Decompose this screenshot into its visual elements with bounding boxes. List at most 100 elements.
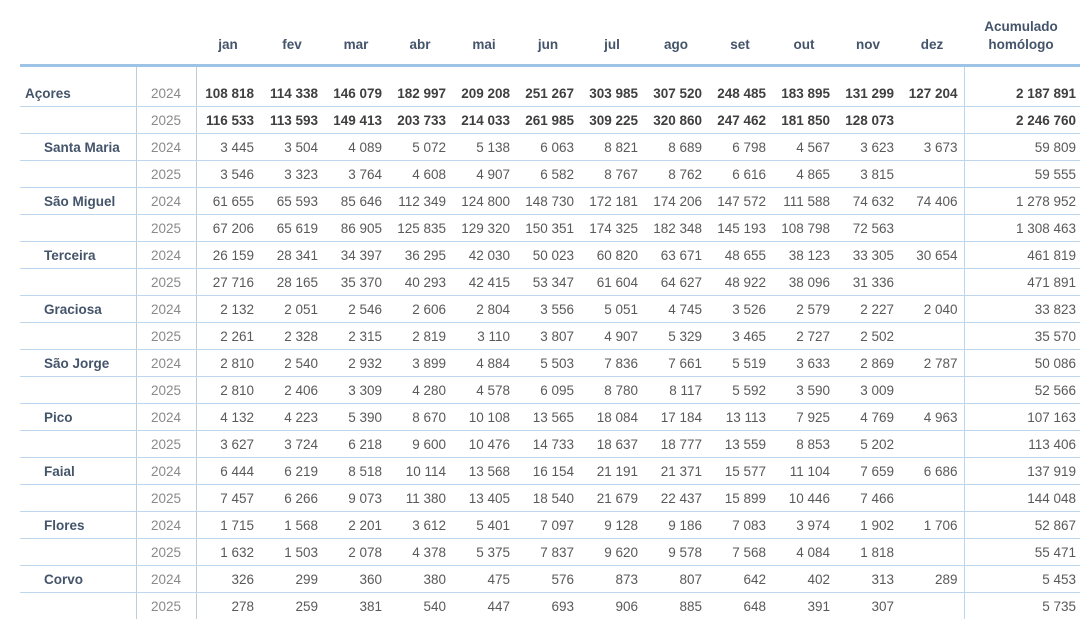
month-value-cell-fev: 65 593	[260, 187, 324, 216]
region-name-cell: São Miguel	[20, 187, 137, 216]
month-value-cell-set: 648	[743, 598, 766, 614]
month-value-cell-nov: 7 659	[836, 457, 900, 486]
year-cell: 2024	[136, 403, 197, 432]
month-value-cell-jan: 2 132	[196, 295, 260, 324]
table-header-row: jan fev mar abr mai jun jul ago set out nov dez Acum…	[20, 4, 1080, 68]
year-cell: 2024	[136, 511, 197, 540]
month-value-cell-mai: 13 405	[452, 484, 516, 513]
month-value-cell-ago: 64 627	[644, 268, 708, 297]
month-value-cell-abr: 2 606	[388, 295, 452, 324]
month-value-cell-jul: 61 604	[580, 268, 644, 297]
month-value-cell-jul: 60 820	[580, 241, 644, 270]
month-value-cell-set: 6 798	[708, 133, 772, 162]
month-value-cell-jun: 261 985	[516, 106, 580, 135]
region-name-cell	[20, 214, 137, 243]
year-cell: 2025	[136, 484, 197, 513]
month-value-cell-mar: 360	[324, 565, 388, 594]
table-row-corvo-2025: 2025 278 259 381 540 447 693 906 885 648 391 307 5 7…	[20, 592, 1080, 619]
month-value-cell-ago: 885	[679, 598, 702, 614]
month-value-cell-out: 3 974	[772, 511, 836, 540]
month-value-cell-jun: 16 154	[516, 457, 580, 486]
month-value-cell-mai: 2 804	[452, 295, 516, 324]
month-value-cell-mar: 2 932	[324, 349, 388, 378]
month-value-cell-dez: 30 654	[900, 241, 965, 270]
month-value-cell-abr: 40 293	[388, 268, 452, 297]
month-value-cell-mar: 149 413	[324, 106, 388, 135]
month-value-cell-jun: 251 267	[516, 65, 580, 108]
month-value-cell-nov: 2 502	[836, 322, 900, 351]
column-header-dez: dez	[900, 4, 964, 68]
month-value-cell-abr: 540	[423, 598, 446, 614]
table-row-são-jorge-2025: 2025 2 810 2 406 3 309 4 280 4 578 6 095 8 780 8…	[20, 376, 1080, 405]
month-value-cell-fev: 113 593	[260, 106, 324, 135]
month-value-cell-out: 4 865	[772, 160, 836, 189]
month-value-cell-nov: 2 227	[836, 295, 900, 324]
month-value-cell-jan: 6 444	[196, 457, 260, 486]
month-value-cell-fev: 2 406	[260, 376, 324, 405]
month-value-cell-mai: 13 568	[452, 457, 516, 486]
month-value-cell-jun: 6 063	[516, 133, 580, 162]
month-value-cell-fev: 299	[260, 565, 324, 594]
table-row-são-miguel-2024: São Miguel 2024 61 655 65 593 85 646 112 349 1…	[20, 187, 1080, 216]
month-value-cell-mar: 86 905	[324, 214, 388, 243]
month-value-cell-ago: 18 777	[644, 430, 708, 459]
accumulated-value-cell: 50 086	[964, 349, 1080, 378]
table-row-faial-2024: Faial 2024 6 444 6 219 8 518 10 114 13 568 16 1…	[20, 457, 1080, 486]
month-value-cell-mai: 4 907	[452, 160, 516, 189]
month-value-cell-ago: 21 371	[644, 457, 708, 486]
month-value-cell-abr: 380	[388, 565, 452, 594]
region-name-cell	[20, 592, 137, 619]
month-value-cell-jul: 21 679	[580, 484, 644, 513]
month-value-cell-ago: 8 689	[644, 133, 708, 162]
accumulated-value-cell: 35 570	[964, 322, 1080, 351]
year-cell: 2025	[136, 538, 197, 567]
month-value-cell-fev: 6 266	[260, 484, 324, 513]
month-value-cell-abr: 4 378	[388, 538, 452, 567]
month-value-cell-fev: 2 051	[260, 295, 324, 324]
year-cell: 2024	[136, 241, 197, 270]
accumulated-value-cell: 52 867	[964, 511, 1080, 540]
table-row-açores-2025: 2025 116 533 113 593 149 413 203 733 214 033 2…	[20, 106, 1080, 135]
month-value-cell-dez: 127 204	[900, 65, 965, 108]
month-value-cell-ago: 807	[644, 565, 708, 594]
month-value-cell-nov: 33 305	[836, 241, 900, 270]
month-value-cell-jan: 278	[231, 598, 254, 614]
month-value-cell-jan: 3 546	[196, 160, 260, 189]
month-value-cell-jun: 5 503	[516, 349, 580, 378]
year-cell: 2024	[136, 349, 197, 378]
table-row-santa-maria-2024: Santa Maria 2024 3 445 3 504 4 089 5 072 5 138…	[20, 133, 1080, 162]
month-value-cell-abr: 4 608	[388, 160, 452, 189]
column-header-mar: mar	[324, 4, 388, 68]
month-value-cell-ago: 5 329	[644, 322, 708, 351]
month-value-cell-set: 145 193	[708, 214, 772, 243]
month-value-cell-nov: 31 336	[836, 268, 900, 297]
month-value-cell-jun: 18 540	[516, 484, 580, 513]
month-value-cell-fev: 1 503	[260, 538, 324, 567]
month-value-cell-mar: 381	[359, 598, 382, 614]
month-value-cell-fev: 259	[295, 598, 318, 614]
month-value-cell-dez	[900, 430, 965, 459]
column-header-abr: abr	[388, 4, 452, 68]
month-value-cell-dez	[900, 376, 965, 405]
month-value-cell-nov: 4 769	[836, 403, 900, 432]
month-value-cell-set: 15 899	[708, 484, 772, 513]
month-value-cell-dez: 4 963	[900, 403, 965, 432]
region-name-cell: Faial	[20, 457, 137, 486]
month-value-cell-jan: 3 627	[196, 430, 260, 459]
month-value-cell-nov: 2 869	[836, 349, 900, 378]
month-value-cell-mai: 4 884	[452, 349, 516, 378]
month-value-cell-out: 2 579	[772, 295, 836, 324]
month-value-cell-out: 2 727	[772, 322, 836, 351]
month-value-cell-set: 48 922	[708, 268, 772, 297]
accumulated-value-cell: 5 735	[1042, 598, 1076, 614]
year-cell: 2024	[136, 65, 197, 108]
region-name-cell: Flores	[20, 511, 137, 540]
month-value-cell-abr: 2 819	[388, 322, 452, 351]
month-value-cell-ago: 9 186	[644, 511, 708, 540]
month-value-cell-mar: 2 078	[324, 538, 388, 567]
region-name-cell: Santa Maria	[20, 133, 137, 162]
accumulated-value-cell: 2 187 891	[964, 65, 1080, 108]
month-value-cell-nov: 7 466	[836, 484, 900, 513]
region-name-cell	[20, 322, 137, 351]
month-value-cell-mai: 10 108	[452, 403, 516, 432]
